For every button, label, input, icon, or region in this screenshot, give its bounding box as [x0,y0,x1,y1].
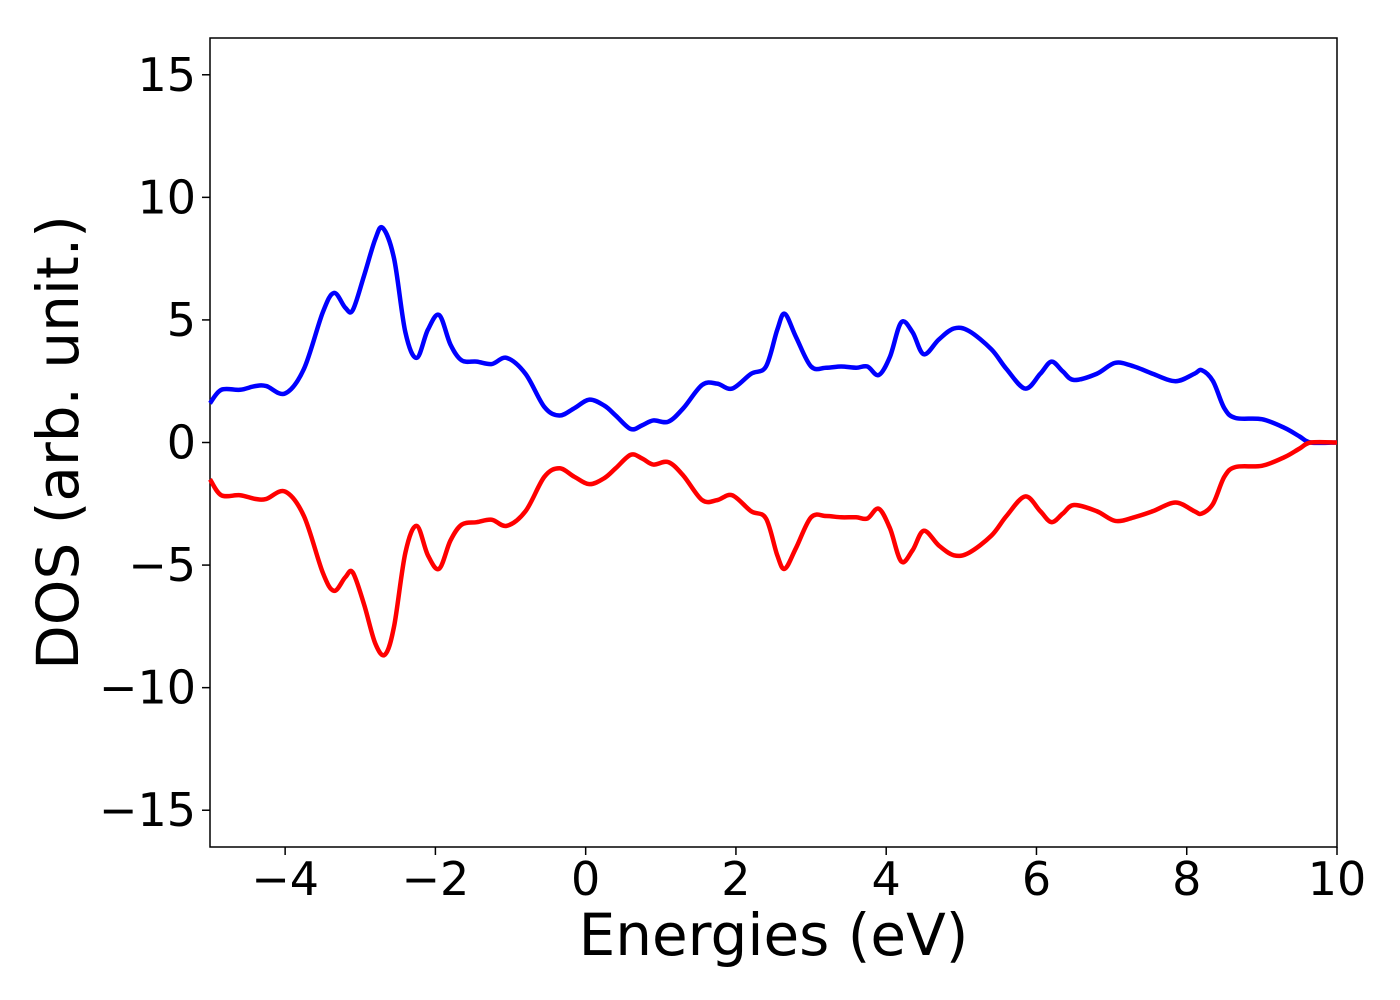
series-layer [208,224,1338,658]
x-tick-label: 4 [872,852,901,906]
y-tick-label: −5 [128,538,196,592]
x-axis-ticks: −4 −2 0 2 4 6 8 10 [251,847,1366,906]
x-tick-label: 2 [721,852,750,906]
x-tick-label: −4 [251,852,319,906]
x-axis-label: Energies (eV) [579,901,969,969]
y-tick-label: 5 [167,293,196,347]
series-line-negative [208,439,1338,658]
y-tick-label: 10 [137,170,196,224]
x-tick-label: 6 [1022,852,1051,906]
y-tick-label: 15 [137,48,196,102]
y-tick-label: −15 [99,783,196,837]
y-axis-label: DOS (arb. unit.) [24,215,92,670]
x-tick-label: 0 [571,852,600,906]
plot-frame [209,37,1338,848]
y-tick-label: −10 [99,661,196,715]
x-tick-label: 8 [1172,852,1201,906]
x-tick-label: 10 [1308,852,1367,906]
y-tick-label: 0 [167,416,196,470]
y-axis-ticks: −15 −10 −5 0 5 10 15 [99,48,210,837]
series-line-positive [208,224,1338,446]
x-tick-label: −2 [401,852,469,906]
